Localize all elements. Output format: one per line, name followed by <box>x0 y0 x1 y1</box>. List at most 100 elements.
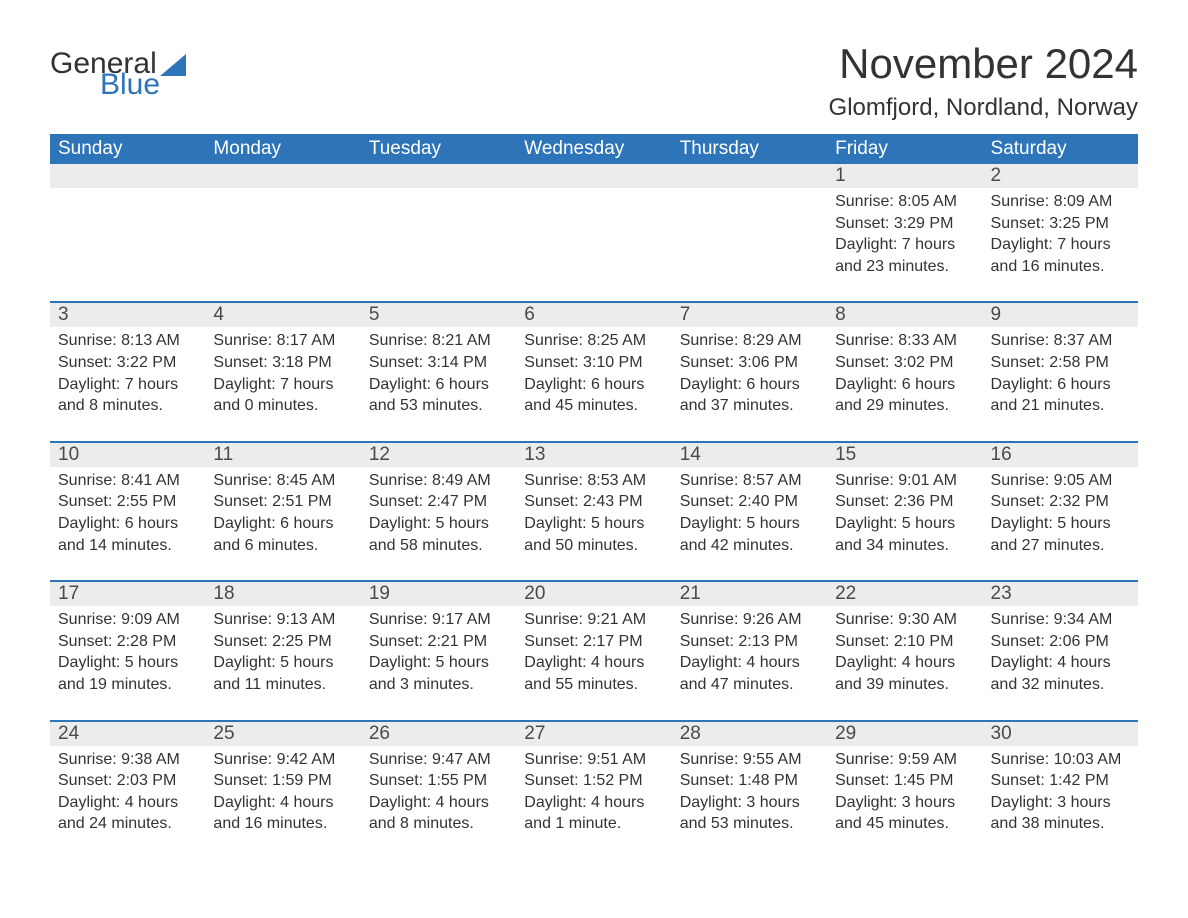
day-dl2: and 39 minutes. <box>835 674 974 696</box>
day-dl2: and 21 minutes. <box>991 395 1130 417</box>
day-sunrise: Sunrise: 8:33 AM <box>835 330 974 352</box>
day-details: Sunrise: 9:51 AMSunset: 1:52 PMDaylight:… <box>516 746 671 859</box>
day-dl1: Daylight: 6 hours <box>369 374 508 396</box>
day-header: Wednesday <box>516 134 671 164</box>
day-dl2: and 53 minutes. <box>369 395 508 417</box>
daynum-row: 12 <box>50 164 1138 188</box>
day-sunset: Sunset: 3:02 PM <box>835 352 974 374</box>
day-number <box>50 164 205 188</box>
day-sunset: Sunset: 1:45 PM <box>835 770 974 792</box>
day-sunrise: Sunrise: 9:26 AM <box>680 609 819 631</box>
day-sunset: Sunset: 3:14 PM <box>369 352 508 374</box>
day-dl2: and 32 minutes. <box>991 674 1130 696</box>
daynum-row: 24252627282930 <box>50 721 1138 746</box>
day-dl1: Daylight: 6 hours <box>835 374 974 396</box>
day-dl2: and 47 minutes. <box>680 674 819 696</box>
day-sunrise: Sunrise: 9:42 AM <box>213 749 352 771</box>
day-number: 19 <box>361 581 516 606</box>
daynum-row: 3456789 <box>50 302 1138 327</box>
day-sunrise: Sunrise: 9:38 AM <box>58 749 197 771</box>
day-dl1: Daylight: 4 hours <box>369 792 508 814</box>
day-dl1: Daylight: 7 hours <box>835 234 974 256</box>
day-details <box>205 188 360 302</box>
day-sunrise: Sunrise: 10:03 AM <box>991 749 1130 771</box>
day-number: 20 <box>516 581 671 606</box>
day-number: 2 <box>983 164 1138 188</box>
day-details: Sunrise: 9:38 AMSunset: 2:03 PMDaylight:… <box>50 746 205 859</box>
day-dl1: Daylight: 4 hours <box>991 652 1130 674</box>
day-dl2: and 16 minutes. <box>213 813 352 835</box>
day-sunrise: Sunrise: 8:53 AM <box>524 470 663 492</box>
title-block: November 2024 Glomfjord, Nordland, Norwa… <box>829 40 1138 122</box>
day-sunrise: Sunrise: 8:21 AM <box>369 330 508 352</box>
day-header-row: SundayMondayTuesdayWednesdayThursdayFrid… <box>50 134 1138 164</box>
day-sunrise: Sunrise: 8:49 AM <box>369 470 508 492</box>
day-number: 6 <box>516 302 671 327</box>
day-number: 15 <box>827 442 982 467</box>
day-number: 22 <box>827 581 982 606</box>
day-number: 28 <box>672 721 827 746</box>
day-dl1: Daylight: 6 hours <box>58 513 197 535</box>
day-number: 16 <box>983 442 1138 467</box>
logo-words: General Blue <box>50 50 186 98</box>
day-dl2: and 38 minutes. <box>991 813 1130 835</box>
day-dl2: and 8 minutes. <box>58 395 197 417</box>
day-number: 25 <box>205 721 360 746</box>
day-sunrise: Sunrise: 8:41 AM <box>58 470 197 492</box>
day-number: 18 <box>205 581 360 606</box>
day-dl1: Daylight: 6 hours <box>213 513 352 535</box>
day-details: Sunrise: 9:05 AMSunset: 2:32 PMDaylight:… <box>983 467 1138 581</box>
logo: General Blue <box>50 50 186 98</box>
day-details <box>361 188 516 302</box>
day-dl1: Daylight: 5 hours <box>680 513 819 535</box>
day-sunset: Sunset: 2:10 PM <box>835 631 974 653</box>
day-dl2: and 6 minutes. <box>213 535 352 557</box>
detail-row: Sunrise: 9:09 AMSunset: 2:28 PMDaylight:… <box>50 606 1138 720</box>
day-sunrise: Sunrise: 8:17 AM <box>213 330 352 352</box>
day-sunrise: Sunrise: 9:51 AM <box>524 749 663 771</box>
day-details: Sunrise: 8:53 AMSunset: 2:43 PMDaylight:… <box>516 467 671 581</box>
day-sunset: Sunset: 2:47 PM <box>369 491 508 513</box>
day-sunset: Sunset: 3:06 PM <box>680 352 819 374</box>
day-number: 23 <box>983 581 1138 606</box>
day-sunrise: Sunrise: 8:05 AM <box>835 191 974 213</box>
day-sunset: Sunset: 2:32 PM <box>991 491 1130 513</box>
day-dl2: and 58 minutes. <box>369 535 508 557</box>
day-dl2: and 34 minutes. <box>835 535 974 557</box>
day-sunrise: Sunrise: 9:01 AM <box>835 470 974 492</box>
detail-row: Sunrise: 9:38 AMSunset: 2:03 PMDaylight:… <box>50 746 1138 859</box>
day-dl2: and 55 minutes. <box>524 674 663 696</box>
day-dl2: and 23 minutes. <box>835 256 974 278</box>
day-dl2: and 27 minutes. <box>991 535 1130 557</box>
day-dl2: and 50 minutes. <box>524 535 663 557</box>
day-sunset: Sunset: 3:25 PM <box>991 213 1130 235</box>
day-sunset: Sunset: 2:43 PM <box>524 491 663 513</box>
detail-row: Sunrise: 8:05 AMSunset: 3:29 PMDaylight:… <box>50 188 1138 302</box>
day-details: Sunrise: 8:37 AMSunset: 2:58 PMDaylight:… <box>983 327 1138 441</box>
day-dl2: and 1 minute. <box>524 813 663 835</box>
day-sunrise: Sunrise: 9:59 AM <box>835 749 974 771</box>
day-sunset: Sunset: 2:17 PM <box>524 631 663 653</box>
day-number: 7 <box>672 302 827 327</box>
day-number: 12 <box>361 442 516 467</box>
day-details: Sunrise: 8:21 AMSunset: 3:14 PMDaylight:… <box>361 327 516 441</box>
day-number: 29 <box>827 721 982 746</box>
day-details: Sunrise: 9:26 AMSunset: 2:13 PMDaylight:… <box>672 606 827 720</box>
day-dl1: Daylight: 7 hours <box>213 374 352 396</box>
day-details: Sunrise: 9:17 AMSunset: 2:21 PMDaylight:… <box>361 606 516 720</box>
day-details: Sunrise: 9:01 AMSunset: 2:36 PMDaylight:… <box>827 467 982 581</box>
day-sunset: Sunset: 2:55 PM <box>58 491 197 513</box>
day-sunset: Sunset: 3:22 PM <box>58 352 197 374</box>
day-number <box>205 164 360 188</box>
day-details: Sunrise: 9:59 AMSunset: 1:45 PMDaylight:… <box>827 746 982 859</box>
day-number <box>672 164 827 188</box>
day-number: 21 <box>672 581 827 606</box>
day-sunset: Sunset: 2:36 PM <box>835 491 974 513</box>
day-details: Sunrise: 8:45 AMSunset: 2:51 PMDaylight:… <box>205 467 360 581</box>
day-number: 1 <box>827 164 982 188</box>
day-details: Sunrise: 9:30 AMSunset: 2:10 PMDaylight:… <box>827 606 982 720</box>
day-details: Sunrise: 8:33 AMSunset: 3:02 PMDaylight:… <box>827 327 982 441</box>
location: Glomfjord, Nordland, Norway <box>829 94 1138 122</box>
day-header: Saturday <box>983 134 1138 164</box>
day-number <box>361 164 516 188</box>
